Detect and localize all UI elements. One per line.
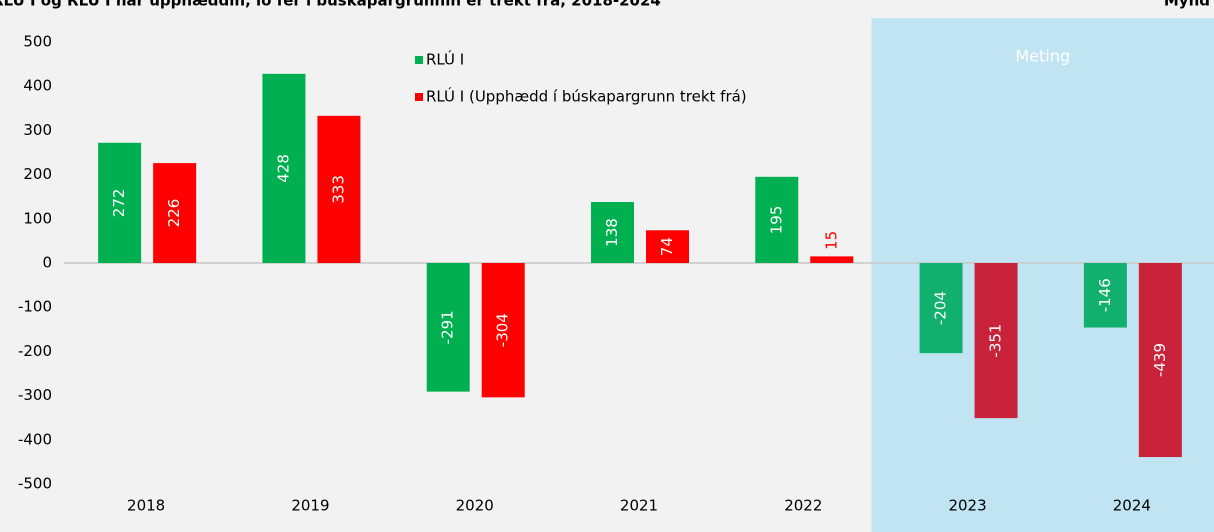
y-tick-label: 200: [23, 165, 52, 183]
x-tick-label: 2023: [948, 497, 986, 515]
data-label: 138: [603, 218, 621, 247]
bar: [153, 163, 197, 263]
data-label: 195: [767, 206, 785, 235]
bar: [98, 142, 142, 263]
legend-label: RLÚ I: [426, 50, 464, 69]
data-label: 74: [658, 237, 676, 256]
bar: [1083, 263, 1127, 328]
x-tick-label: 2020: [456, 497, 494, 515]
bar: [974, 263, 1018, 419]
bar: [1138, 263, 1182, 458]
y-tick-label: -400: [18, 430, 52, 448]
x-tick-label: 2024: [1113, 497, 1151, 515]
data-label: -304: [494, 313, 512, 347]
data-label: 428: [274, 154, 292, 183]
bar: [262, 73, 306, 263]
y-tick-label: -200: [18, 342, 52, 360]
data-label: 15: [822, 231, 840, 250]
bar: [755, 176, 799, 263]
y-tick-label: 100: [23, 209, 52, 227]
x-tick-label: 2021: [620, 497, 658, 515]
data-label: -291: [439, 310, 457, 344]
legend-swatch: [415, 93, 423, 101]
y-tick-label: -300: [18, 386, 52, 404]
legend-label: RLÚ I (Upphædd í búskapargrunn trekt frá…: [426, 87, 747, 106]
bar: [317, 115, 361, 264]
data-label: -439: [1151, 343, 1169, 377]
bar: [810, 256, 854, 263]
y-tick-label: 500: [23, 33, 52, 51]
y-tick-label: -500: [18, 475, 52, 493]
bar: [591, 202, 634, 263]
bar: [426, 263, 470, 392]
data-label: 272: [110, 189, 128, 218]
y-tick-label: 300: [23, 121, 52, 139]
bar: [919, 263, 963, 354]
data-label: 333: [329, 175, 347, 204]
legend-swatch: [415, 56, 423, 64]
x-tick-label: 2022: [784, 497, 822, 515]
data-label: -204: [932, 291, 950, 325]
data-label: -351: [987, 324, 1005, 358]
y-tick-label: -100: [18, 298, 52, 316]
x-tick-label: 2018: [127, 497, 165, 515]
y-tick-label: 0: [42, 254, 52, 272]
x-tick-label: 2019: [291, 497, 329, 515]
bar: [481, 263, 525, 398]
figure-label: Mynd: [1164, 0, 1210, 10]
forecast-label: Meting: [1015, 47, 1070, 66]
bar: [646, 230, 689, 263]
y-tick-label: 400: [23, 77, 52, 95]
data-label: 226: [165, 199, 183, 228]
data-label: -146: [1096, 278, 1114, 312]
chart-title: RLÚ I og RLÚ I har upphæddin, ið fer í b…: [0, 0, 661, 10]
